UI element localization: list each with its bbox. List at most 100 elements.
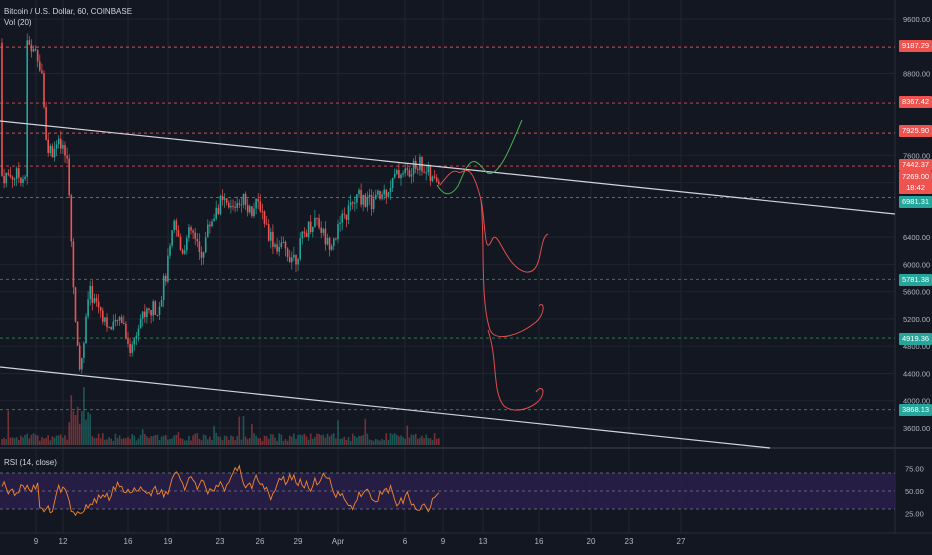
volume-bar [274, 437, 276, 445]
candle-body [358, 189, 360, 195]
candle-body [146, 308, 148, 318]
candle-body [438, 181, 440, 184]
candle-body [282, 241, 285, 243]
volume-bar [406, 425, 409, 445]
volume-bar [15, 437, 18, 445]
rsi-legend: RSI (14, close) [4, 458, 57, 467]
time-tick-label: 19 [164, 537, 173, 546]
price-tick-label: 6400.00 [903, 233, 930, 242]
volume-bar [112, 440, 115, 445]
candle-body [385, 189, 388, 197]
volume-bar [270, 433, 272, 445]
candle-body [55, 144, 58, 149]
volume-bar [57, 435, 60, 445]
price-tag-2: 7925.90 [899, 125, 932, 137]
volume-bar [196, 433, 199, 445]
volume-bar [333, 433, 335, 445]
volume-bar [141, 429, 144, 445]
volume-bar [425, 434, 427, 445]
candle-body [154, 301, 157, 315]
candle-body [421, 156, 423, 172]
candle-body [318, 218, 320, 228]
candle-body [261, 211, 264, 213]
candle-body [26, 40, 28, 177]
candle-body [280, 242, 283, 248]
candle-body [30, 44, 33, 52]
volume-bar [267, 438, 270, 445]
volume-bar [221, 440, 224, 445]
candle-body [85, 316, 87, 344]
candle-body [291, 257, 293, 263]
volume-bar [280, 434, 283, 445]
volume-bar [120, 438, 123, 445]
candle-body [307, 221, 310, 238]
candle-body [41, 70, 43, 74]
candle-body [64, 145, 66, 156]
candle-body [74, 287, 77, 322]
candle-body [60, 138, 62, 149]
candle-body [194, 232, 196, 239]
volume-bar [299, 434, 301, 445]
volume-bar [301, 435, 304, 445]
volume-bar [225, 436, 228, 445]
candle-body [36, 50, 39, 62]
volume-bar [118, 435, 121, 445]
volume-bar [396, 434, 398, 445]
candle-body [215, 207, 217, 219]
volume-bar [288, 435, 291, 445]
candle-body [120, 317, 123, 323]
candle-body [263, 211, 266, 224]
volume-bar [156, 434, 159, 445]
candle-body [412, 160, 415, 175]
volume-bar [150, 436, 152, 445]
volume-bar [385, 433, 388, 445]
candle-body [179, 236, 182, 250]
volume-bar [173, 435, 175, 445]
volume-bar [291, 436, 293, 445]
price-tag-6: 6981.31 [899, 196, 932, 208]
volume-bar [144, 434, 146, 445]
projection-bearish-2 [480, 199, 544, 338]
volume-bar [60, 434, 62, 445]
candle-body [299, 238, 301, 260]
candle-body [379, 190, 381, 199]
candle-body [162, 275, 165, 301]
candle-body [167, 255, 169, 282]
candle-body [160, 300, 163, 307]
volume-bar [412, 434, 415, 445]
projection-bullish [436, 119, 523, 195]
candle-body [45, 107, 47, 140]
candle-body [398, 170, 400, 179]
candle-body [169, 245, 171, 256]
volume-bar [244, 436, 247, 445]
volume-bar [53, 437, 56, 445]
volume-bar [423, 438, 425, 445]
candle-body [133, 338, 136, 345]
volume-bar [314, 437, 316, 445]
volume-bar [337, 420, 339, 445]
volume-bar [265, 435, 268, 445]
volume-bar [154, 435, 157, 445]
volume-bar [251, 423, 253, 445]
candle-body [221, 195, 224, 200]
candle-body [423, 171, 425, 173]
symbol-legend: Bitcoin / U.S. Dollar, 60, COINBASE [4, 7, 133, 16]
volume-bar [219, 436, 222, 445]
candle-body [70, 195, 73, 242]
volume-bar [93, 437, 96, 445]
volume-bar [139, 434, 142, 445]
volume-bar [87, 412, 89, 445]
volume-bar [312, 438, 314, 445]
candle-body [148, 308, 150, 311]
volume-bar [181, 438, 184, 445]
volume-bar [345, 439, 348, 445]
volume-bar [343, 436, 346, 445]
volume-bar [45, 437, 47, 445]
time-tick-label: Apr [332, 537, 345, 546]
volume-bar [91, 436, 94, 445]
volume-bar [341, 438, 343, 445]
candle-body [131, 344, 133, 353]
volume-bar [36, 435, 39, 445]
